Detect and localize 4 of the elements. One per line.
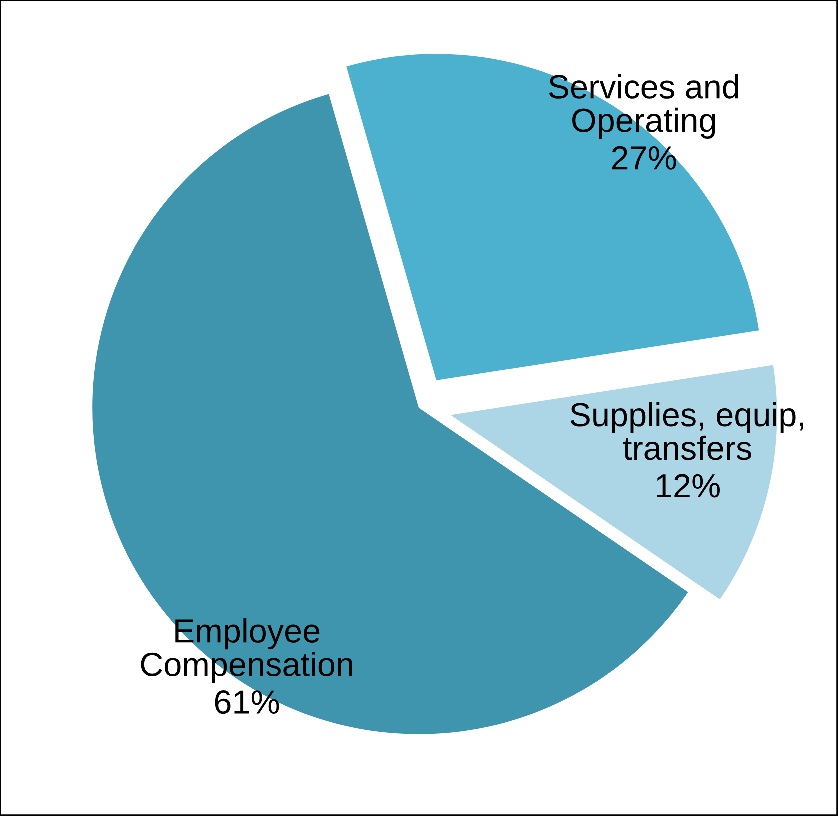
slice-label: Supplies, equip, transfers [570,402,804,460]
data-label: 12% [657,474,720,498]
data-label: 61% [215,690,280,714]
data-label: 27% [612,146,676,170]
